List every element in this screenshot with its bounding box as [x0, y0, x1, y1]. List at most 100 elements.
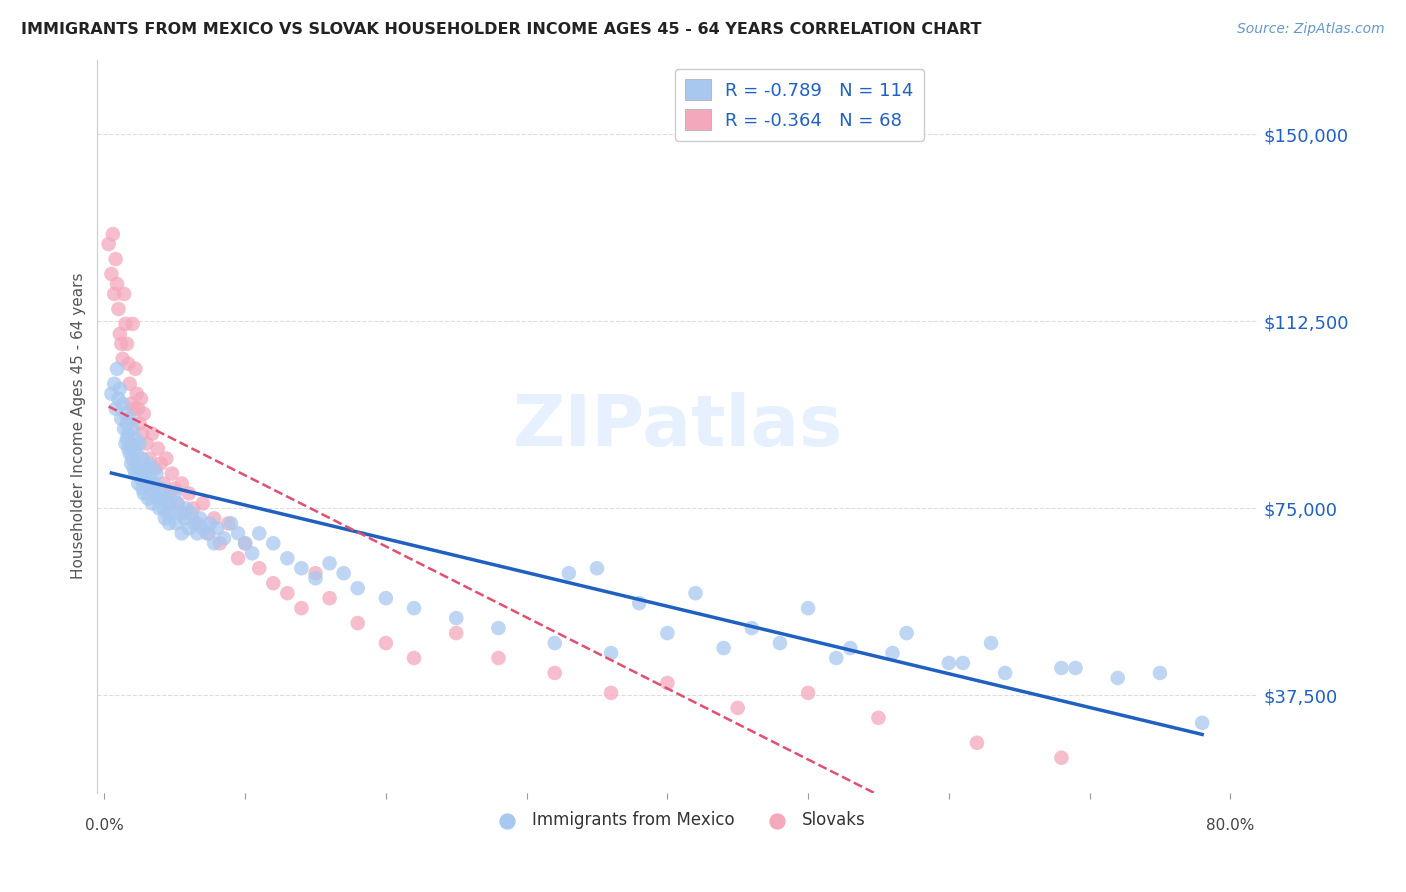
Point [797, 686, 820, 700]
Point [100, 386, 122, 401]
Point [132, 486, 155, 500]
Point [262, 576, 284, 591]
Point [118, 411, 141, 425]
Point [318, 591, 340, 606]
Point [173, 511, 195, 525]
Point [136, 457, 159, 471]
Point [143, 461, 166, 475]
Point [628, 596, 651, 610]
Text: ZIPatlas: ZIPatlas [513, 392, 844, 460]
Point [181, 501, 204, 516]
Point [155, 451, 177, 466]
Point [115, 417, 138, 431]
Point [117, 442, 139, 456]
Point [124, 361, 146, 376]
Point [120, 397, 142, 411]
Point [117, 426, 139, 441]
Point [121, 317, 143, 331]
Point [112, 287, 135, 301]
Point [558, 566, 581, 581]
Point [131, 482, 153, 496]
Point [1191, 715, 1213, 730]
Point [488, 651, 510, 665]
Point [183, 516, 205, 531]
Point [657, 626, 679, 640]
Point [198, 516, 221, 531]
Point [980, 636, 1002, 650]
Point [247, 526, 270, 541]
Point [346, 581, 368, 595]
Point [374, 636, 396, 650]
Point [177, 486, 200, 500]
Point [544, 665, 567, 680]
Point [233, 536, 256, 550]
Point [143, 486, 166, 500]
Point [169, 507, 191, 521]
Point [966, 736, 988, 750]
Point [290, 601, 312, 615]
Point [402, 601, 425, 615]
Point [104, 401, 127, 416]
Point [195, 526, 218, 541]
Point [994, 665, 1017, 680]
Point [108, 326, 131, 341]
Point [318, 556, 340, 570]
Point [952, 656, 974, 670]
Point [149, 482, 172, 496]
Point [191, 496, 214, 510]
Point [488, 621, 510, 635]
Point [155, 491, 177, 506]
Point [163, 482, 186, 496]
Text: 0.0%: 0.0% [84, 818, 124, 832]
Text: IMMIGRANTS FROM MEXICO VS SLOVAK HOUSEHOLDER INCOME AGES 45 - 64 YEARS CORRELATI: IMMIGRANTS FROM MEXICO VS SLOVAK HOUSEHO… [21, 22, 981, 37]
Point [115, 432, 138, 446]
Point [226, 551, 249, 566]
Point [100, 267, 122, 281]
Point [544, 636, 567, 650]
Point [150, 491, 173, 506]
Point [170, 526, 193, 541]
Point [136, 491, 159, 506]
Point [727, 701, 749, 715]
Point [212, 532, 235, 546]
Point [180, 507, 202, 521]
Point [105, 361, 128, 376]
Point [657, 676, 679, 690]
Point [1064, 661, 1087, 675]
Point [825, 651, 848, 665]
Point [141, 461, 163, 475]
Point [118, 376, 141, 391]
Point [127, 457, 149, 471]
Point [290, 561, 312, 575]
Point [107, 301, 129, 316]
Point [152, 476, 174, 491]
Point [121, 451, 143, 466]
Point [125, 446, 148, 460]
Point [219, 516, 242, 531]
Point [346, 616, 368, 631]
Point [868, 711, 890, 725]
Point [938, 656, 960, 670]
Point [157, 486, 180, 500]
Point [304, 566, 326, 581]
Point [120, 457, 142, 471]
Text: 80.0%: 80.0% [1206, 818, 1254, 832]
Point [122, 461, 145, 475]
Point [586, 561, 609, 575]
Point [896, 626, 918, 640]
Point [600, 646, 623, 660]
Point [124, 467, 146, 481]
Point [114, 317, 136, 331]
Point [839, 641, 862, 656]
Point [114, 407, 136, 421]
Point [276, 551, 298, 566]
Point [101, 227, 124, 241]
Point [127, 476, 149, 491]
Point [304, 571, 326, 585]
Point [114, 436, 136, 450]
Point [174, 501, 197, 516]
Point [173, 507, 195, 521]
Point [131, 426, 153, 441]
Point [118, 446, 141, 460]
Point [166, 496, 188, 510]
